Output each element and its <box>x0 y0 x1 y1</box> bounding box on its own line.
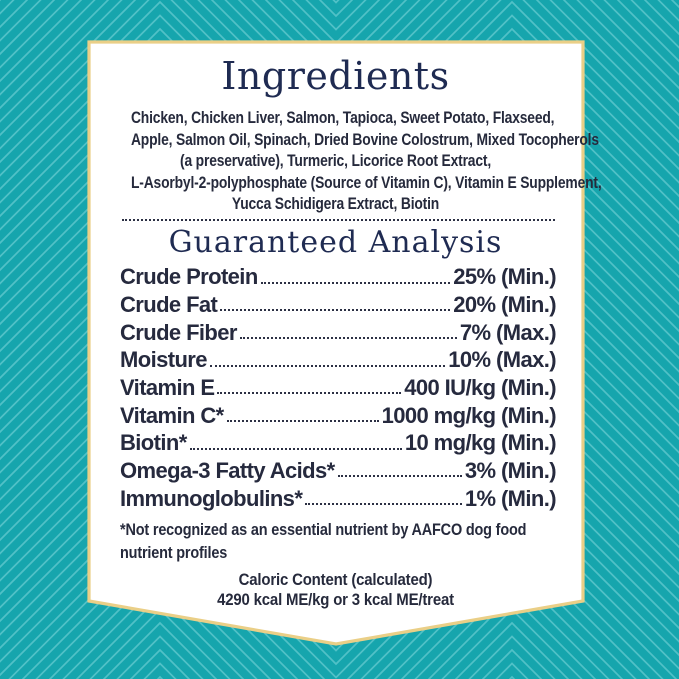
analysis-row-value: 20% (Min.) <box>453 291 556 317</box>
analysis-table: Crude Protein 25% (Min.) Crude Fat 20% (… <box>120 263 557 512</box>
analysis-row-value: 7% (Max.) <box>459 319 557 345</box>
ingredients-title: Ingredients <box>221 54 450 98</box>
analysis-row-value: 3% (Min.) <box>464 457 557 483</box>
footnote-line: *Not recognized as an essential nutrient… <box>120 520 527 540</box>
dot-leader <box>226 420 379 423</box>
label-content: Ingredients Chicken, Chicken Liver, Salm… <box>92 46 602 646</box>
caloric-line: 4290 kcal ME/kg or 3 kcal ME/treat <box>217 590 454 610</box>
analysis-row: Moisture 10% (Max.) <box>120 346 557 374</box>
dot-leader <box>337 475 462 478</box>
analysis-row-label: Crude Fat <box>120 291 218 317</box>
analysis-row: Omega-3 Fatty Acids* 3% (Min.) <box>120 457 557 485</box>
analysis-row-label: Crude Protein <box>120 264 258 290</box>
guaranteed-analysis-title: Guaranteed Analysis <box>168 224 503 260</box>
footnote-line: nutrient profiles <box>120 543 228 563</box>
analysis-row: Immunoglobulins* 1% (Min.) <box>120 484 557 512</box>
dot-leader <box>209 364 446 367</box>
badge-outline <box>87 40 585 646</box>
caloric-content: Caloric Content (calculated) 4290 kcal M… <box>92 570 579 610</box>
aafco-footnote: *Not recognized as an essential nutrient… <box>120 518 579 564</box>
ingredients-line: Yucca Schidigera Extract, Biotin <box>231 195 440 214</box>
ingredients-line: (a preservative), Turmeric, Licorice Roo… <box>179 152 492 171</box>
caloric-line: Caloric Content (calculated) <box>238 570 433 590</box>
analysis-row-value: 10% (Max.) <box>448 347 556 373</box>
analysis-row-value: 1000 mg/kg (Min.) <box>381 402 557 428</box>
analysis-row-label: Biotin* <box>120 430 187 456</box>
ingredients-line: L-Asorbyl-2-polyphosphate (Source of Vit… <box>130 173 602 192</box>
analysis-row-label: Crude Fiber <box>120 319 237 345</box>
analysis-row-label: Vitamin E <box>120 374 215 400</box>
dot-leader <box>260 281 451 284</box>
analysis-row: Biotin* 10 mg/kg (Min.) <box>120 429 557 457</box>
dot-leader <box>239 337 457 340</box>
analysis-row-value: 25% (Min.) <box>453 264 556 290</box>
analysis-row: Crude Fat 20% (Min.) <box>120 291 557 319</box>
dot-leader <box>305 503 462 506</box>
dotted-divider <box>122 218 555 221</box>
ingredients-line: Chicken, Chicken Liver, Salmon, Tapioca,… <box>130 109 555 127</box>
ingredients-line: Apple, Salmon Oil, Spinach, Dried Bovine… <box>130 130 599 149</box>
analysis-row-label: Vitamin C* <box>120 402 224 428</box>
analysis-row: Vitamin E 400 IU/kg (Min.) <box>120 374 557 402</box>
analysis-row: Crude Protein 25% (Min.) <box>120 263 557 291</box>
analysis-row-value: 1% (Min.) <box>464 485 557 511</box>
ingredients-list: Chicken, Chicken Liver, Salmon, Tapioca,… <box>92 108 602 216</box>
analysis-row-label: Immunoglobulins* <box>120 485 303 511</box>
analysis-row: Vitamin C* 1000 mg/kg (Min.) <box>120 401 557 429</box>
analysis-row-value: 400 IU/kg (Min.) <box>404 374 556 400</box>
analysis-row-label: Moisture <box>120 347 207 373</box>
analysis-row-value: 10 mg/kg (Min.) <box>404 430 557 456</box>
dot-leader <box>189 447 402 450</box>
analysis-row: Crude Fiber 7% (Max.) <box>120 318 557 346</box>
dot-leader <box>217 392 402 395</box>
dot-leader <box>220 309 451 312</box>
analysis-row-label: Omega-3 Fatty Acids* <box>120 457 335 483</box>
